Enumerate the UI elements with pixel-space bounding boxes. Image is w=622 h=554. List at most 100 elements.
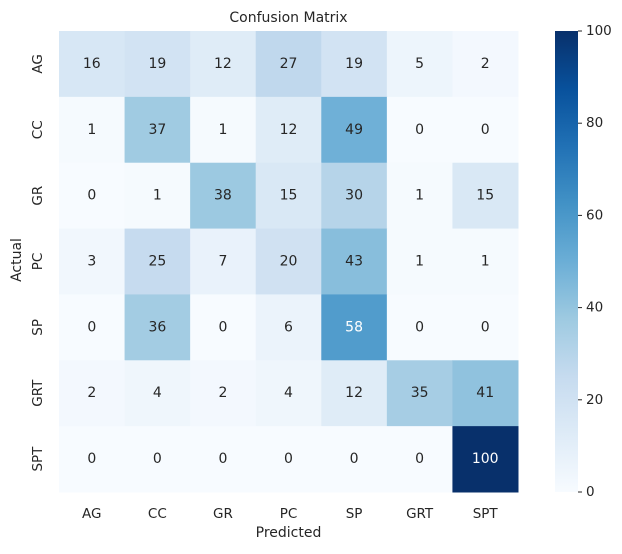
heatmap-cell-label: 1 — [218, 122, 227, 138]
colorbar-tick-label: 20 — [586, 392, 603, 408]
heatmap-cell-label: 0 — [284, 451, 293, 467]
heatmap-cell-label: 0 — [415, 451, 424, 467]
x-tick-label: SP — [346, 506, 363, 522]
heatmap-cell — [59, 162, 126, 230]
heatmap-cell — [190, 96, 257, 164]
heatmap-cell — [255, 360, 322, 427]
heatmap-cell-label: 0 — [87, 451, 96, 467]
y-axis-label: Actual — [9, 238, 25, 282]
heatmap-cell-label: 43 — [345, 254, 363, 270]
heatmap-cell — [255, 294, 322, 361]
heatmap-cell-label: 1 — [415, 254, 424, 270]
heatmap-cell — [386, 228, 453, 295]
y-tick-label: SPT — [30, 446, 46, 472]
heatmap-cell-label: 37 — [148, 122, 166, 138]
heatmap-cell — [190, 228, 257, 295]
heatmap-cell-label: 15 — [476, 188, 494, 204]
colorbar-tick-label: 100 — [586, 23, 612, 39]
heatmap-cell-label: 0 — [218, 319, 227, 335]
heatmap-cell — [255, 426, 322, 493]
heatmap-cell-label: 15 — [280, 188, 298, 204]
heatmap-cell — [386, 31, 453, 98]
heatmap-cell — [386, 294, 453, 361]
y-tick-label: AG — [30, 54, 46, 73]
heatmap-cell-label: 12 — [214, 56, 232, 72]
colorbar-ticks: 0 20 40 60 80 100 — [578, 23, 612, 500]
x-tick-label: GRT — [406, 506, 434, 522]
heatmap-cell — [190, 162, 257, 230]
heatmap-cell-label: 1 — [481, 254, 490, 270]
heatmap-cell — [386, 360, 453, 427]
heatmap-cell — [124, 96, 191, 164]
heatmap-cell-label: 12 — [280, 122, 298, 138]
colorbar-tick-label: 40 — [586, 300, 603, 316]
heatmap-cell — [452, 228, 519, 295]
heatmap-cell — [190, 31, 257, 98]
heatmap-cell-label: 2 — [87, 385, 96, 401]
heatmap-cell-label: 19 — [148, 56, 166, 72]
heatmap-cell — [452, 360, 519, 427]
heatmap-cell — [59, 360, 126, 427]
heatmap-cell — [59, 294, 126, 361]
heatmap-cell — [59, 31, 126, 98]
y-tick-label: PC — [30, 253, 46, 271]
heatmap-cell-label: 0 — [350, 451, 359, 467]
heatmap-cell-label: 1 — [153, 188, 162, 204]
heatmap-cell-label: 19 — [345, 56, 363, 72]
heatmap-cell — [321, 360, 388, 427]
x-tick-label: GR — [213, 506, 233, 522]
heatmap-cell-label: 25 — [148, 254, 166, 270]
x-tick-label: PC — [280, 506, 298, 522]
heatmap-cell — [321, 294, 388, 361]
heatmap-cell-label: 30 — [345, 188, 363, 204]
chart-title: Confusion Matrix — [229, 10, 347, 26]
heatmap-cell — [255, 162, 322, 230]
heatmap-cell — [124, 360, 191, 427]
heatmap-cell — [386, 426, 453, 493]
heatmap-cell-label: 4 — [153, 385, 162, 401]
heatmap-cell — [124, 426, 191, 493]
x-axis-ticks: AG CC GR PC SP GRT SPT — [82, 506, 498, 522]
heatmap-cell-label: 20 — [280, 254, 298, 270]
x-tick-label: SPT — [473, 506, 499, 522]
y-tick-label: GRT — [30, 379, 46, 407]
heatmap-cells — [59, 31, 519, 493]
heatmap-cell — [321, 228, 388, 295]
heatmap-cell-labels: 16 19 12 27 19 5 21 37 1 12 49 0 00 1 38 15 30 1 153 25 7 20 4… — [83, 56, 499, 467]
heatmap-cell-label: 0 — [87, 188, 96, 204]
heatmap-cell — [255, 31, 322, 98]
heatmap-cell-label: 100 — [472, 451, 499, 467]
heatmap-cell — [386, 162, 453, 230]
heatmap-cell — [452, 426, 519, 493]
heatmap-cell-label: 38 — [214, 188, 232, 204]
heatmap-cell-label: 41 — [476, 385, 494, 401]
colorbar — [555, 31, 578, 492]
heatmap-cell-label: 6 — [284, 319, 293, 335]
heatmap-cell — [321, 96, 388, 164]
heatmap-cell-label: 16 — [83, 56, 101, 72]
heatmap-cell-label: 27 — [280, 56, 298, 72]
heatmap-cell — [124, 294, 191, 361]
colorbar-tick-label: 0 — [586, 484, 595, 500]
heatmap-cell — [190, 360, 257, 427]
heatmap-cell — [452, 294, 519, 361]
heatmap-cell-label: 49 — [345, 122, 363, 138]
heatmap-cell-label: 0 — [481, 319, 490, 335]
y-tick-label: SP — [30, 319, 46, 336]
heatmap-cell — [59, 228, 126, 295]
heatmap-cell — [190, 294, 257, 361]
heatmap-cell-label: 4 — [284, 385, 293, 401]
heatmap-cell — [452, 162, 519, 230]
heatmap-cell-label: 12 — [345, 385, 363, 401]
heatmap-cell-label: 0 — [415, 319, 424, 335]
heatmap-cell-label: 0 — [481, 122, 490, 138]
heatmap-cell — [452, 31, 519, 98]
heatmap-cell — [59, 96, 126, 164]
heatmap-cell-label: 35 — [411, 385, 429, 401]
heatmap-cell — [321, 426, 388, 493]
y-tick-label: CC — [30, 120, 46, 139]
heatmap-cell — [321, 31, 388, 98]
x-tick-label: AG — [82, 506, 101, 522]
